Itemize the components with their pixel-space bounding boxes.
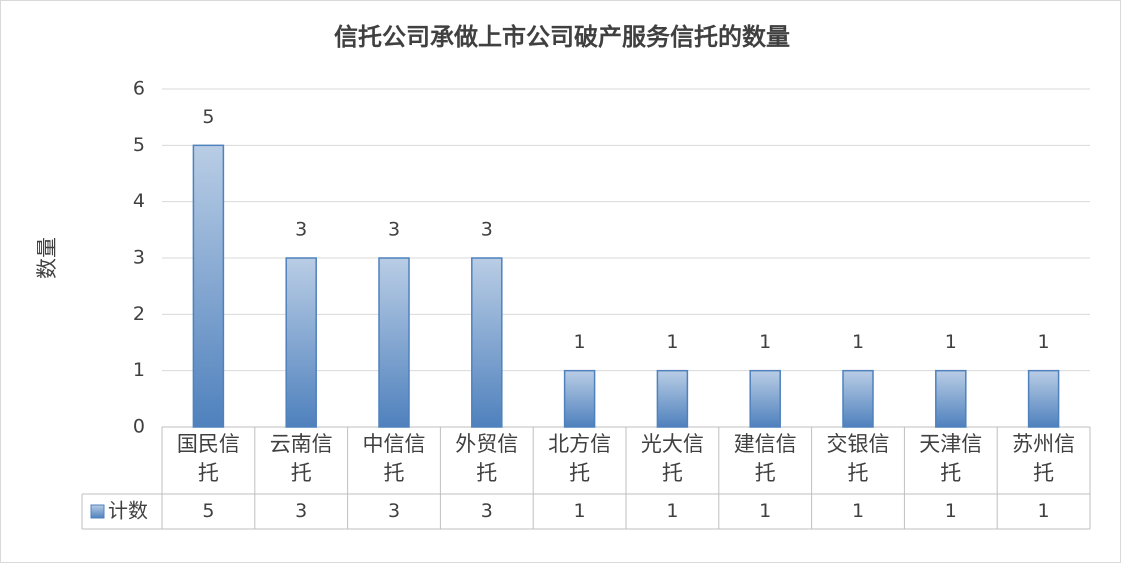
data-label: 5: [202, 106, 214, 128]
y-tick-label: 4: [133, 190, 145, 212]
x-tick-label: 云南信托: [269, 432, 333, 485]
table-value: 5: [202, 500, 214, 522]
y-tick-label: 1: [133, 359, 145, 381]
x-tick-cell: 建信信托: [733, 432, 797, 485]
table-value: 1: [666, 500, 678, 522]
table-value: 1: [945, 500, 957, 522]
bar: [749, 369, 781, 428]
x-tick-label: 北方信托: [548, 432, 612, 485]
y-tick-label: 0: [133, 416, 145, 438]
x-tick-label: 苏州信托: [1012, 432, 1076, 485]
y-tick-label: 6: [133, 78, 145, 100]
x-tick-label: 中信信托: [362, 432, 426, 485]
x-tick-cell: 交银信托: [826, 432, 890, 485]
data-label: 1: [666, 331, 678, 353]
table-value: 1: [1038, 500, 1050, 522]
x-tick-label: 国民信托: [176, 432, 240, 485]
data-label: 3: [295, 219, 307, 241]
x-tick-cell: 国民信托: [176, 432, 240, 485]
x-tick-cell: 苏州信托: [1012, 432, 1076, 485]
x-tick-cell: 光大信托: [640, 432, 704, 485]
chart-title: 信托公司承做上市公司破产服务信托的数量: [334, 23, 790, 51]
bar: [192, 144, 225, 428]
x-tick-label: 交银信托: [826, 432, 890, 485]
x-tick-cell: 云南信托: [269, 432, 333, 485]
bar: [563, 369, 596, 428]
table-value: 3: [388, 500, 400, 522]
bar: [935, 369, 967, 428]
data-label: 1: [852, 331, 864, 353]
bar: [842, 369, 874, 428]
x-tick-label: 光大信托: [640, 432, 704, 485]
bar: [1027, 369, 1060, 428]
data-label: 3: [388, 219, 400, 241]
x-tick-cell: 外贸信托: [455, 432, 519, 485]
x-tick-label: 建信信托: [733, 432, 797, 485]
table-value: 1: [759, 500, 771, 522]
legend-swatch: [90, 504, 105, 519]
y-tick-label: 2: [133, 303, 145, 325]
table-value: 3: [295, 500, 307, 522]
y-tick-label: 3: [133, 247, 145, 269]
table-value: 1: [574, 500, 586, 522]
data-label: 1: [759, 331, 771, 353]
x-tick-label: 外贸信托: [455, 432, 519, 485]
x-tick-label: 天津信托: [919, 432, 983, 485]
data-label: 3: [481, 219, 493, 241]
x-tick-cell: 北方信托: [548, 432, 612, 485]
bar: [285, 257, 317, 428]
table-value: 3: [481, 500, 493, 522]
bar: [471, 257, 503, 428]
x-tick-cell: 天津信托: [919, 432, 983, 485]
y-tick-label: 5: [133, 134, 145, 156]
bar: [378, 257, 410, 428]
table-value: 1: [852, 500, 864, 522]
data-label: 1: [574, 331, 586, 353]
data-label: 1: [945, 331, 957, 353]
data-label: 1: [1038, 331, 1050, 353]
y-axis-title: 数量: [35, 237, 59, 279]
legend-label: 计数: [108, 499, 148, 523]
x-tick-cell: 中信信托: [362, 432, 426, 485]
bar: [656, 369, 689, 428]
